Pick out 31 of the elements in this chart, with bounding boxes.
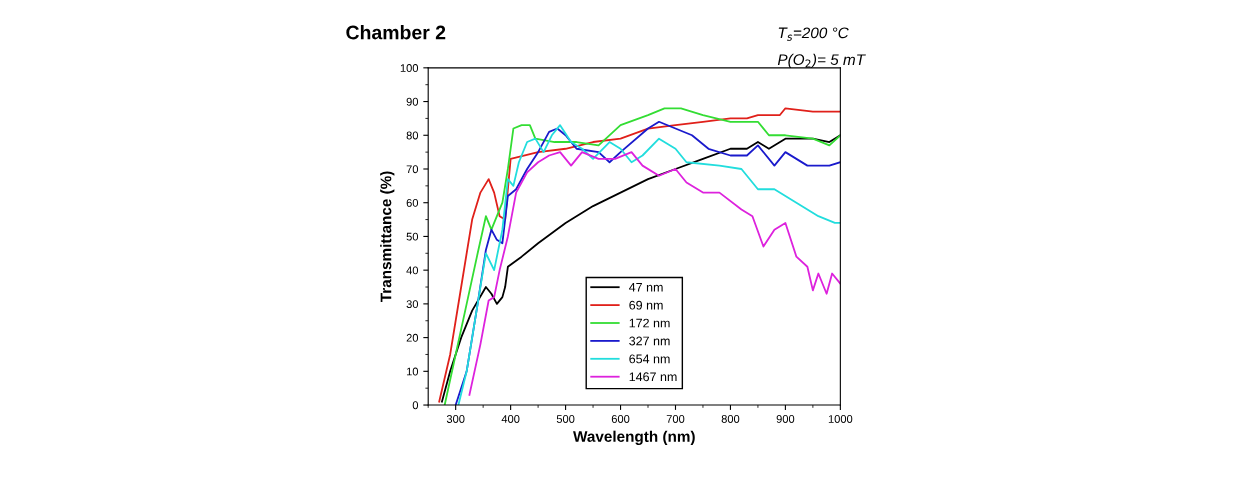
legend-label: 47 nm [628,282,663,292]
y-tick-label: 10 [406,367,419,376]
y-tick-label: 80 [406,131,419,140]
y-tick-label: 0 [412,401,419,410]
legend-label: 327 nm [629,336,670,346]
x-axis-title: Wavelength (nm) [573,430,695,445]
y-tick-label: 20 [406,333,419,342]
y-tick-label: 70 [406,165,419,174]
legend-label: 69 nm [629,300,663,310]
x-tick-label: 500 [556,415,575,423]
legend-label: 172 nm [629,318,670,328]
x-tick-label: 700 [666,415,685,423]
y-tick-label: 60 [406,198,419,207]
x-tick-label: 1000 [828,415,853,423]
x-tick-label: 900 [776,415,795,423]
x-tick-label: 800 [721,415,740,423]
chart-title: Chamber 2 [346,25,446,40]
x-tick-label: 600 [611,415,630,423]
x-tick-label: 300 [446,415,465,423]
legend-label: 654 nm [629,354,670,364]
y-axis-title: Transmittance (%) [380,171,395,303]
y-tick-label: 100 [400,64,419,72]
y-tick-label: 30 [406,300,419,309]
y-tick-label: 40 [406,266,419,275]
y-tick-label: 50 [406,232,419,241]
line-series [468,151,841,396]
legend-label: 1467 nm [629,372,677,382]
text: T$_{s}$=200 °C [778,27,849,41]
y-tick-label: 90 [406,97,419,106]
annotation: P(O$_{2}$)= 5 mT [777,53,866,69]
x-tick-label: 400 [501,415,520,423]
